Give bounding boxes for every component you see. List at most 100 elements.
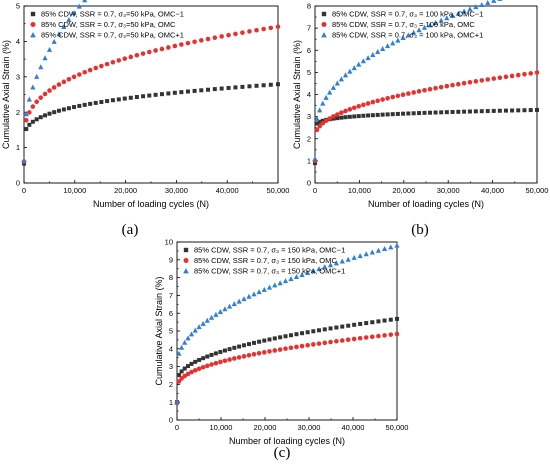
data-point bbox=[382, 333, 387, 338]
data-point bbox=[390, 94, 396, 100]
data-point bbox=[385, 95, 390, 101]
data-point bbox=[24, 127, 29, 132]
data-point bbox=[105, 99, 110, 104]
data-point bbox=[227, 357, 232, 362]
data-point bbox=[314, 115, 320, 121]
data-point bbox=[201, 356, 206, 361]
data-point bbox=[226, 303, 233, 309]
data-point bbox=[189, 369, 194, 375]
data-point bbox=[174, 399, 180, 405]
y-axis-title: Cumulative Axial Strain (%) bbox=[154, 276, 164, 385]
data-point bbox=[38, 95, 44, 100]
data-point bbox=[467, 79, 473, 85]
data-point bbox=[444, 15, 450, 21]
x-tick-label: 50,000 bbox=[526, 186, 549, 195]
data-point bbox=[388, 317, 393, 322]
data-point bbox=[77, 103, 82, 108]
y-tick-label: 1 bbox=[16, 143, 20, 152]
data-point bbox=[134, 95, 139, 100]
data-point bbox=[411, 90, 416, 95]
y-tick-label: 10 bbox=[165, 238, 173, 247]
x-tick-label: 0 bbox=[313, 186, 317, 195]
data-point bbox=[305, 330, 310, 335]
x-tick-label: 40,000 bbox=[481, 186, 504, 195]
data-point bbox=[141, 94, 146, 99]
data-point bbox=[267, 337, 272, 342]
data-point bbox=[246, 293, 252, 299]
data-point bbox=[242, 343, 247, 348]
data-point bbox=[23, 111, 29, 117]
data-point bbox=[134, 52, 140, 58]
data-point bbox=[66, 106, 71, 111]
data-point bbox=[76, 3, 82, 9]
data-point bbox=[288, 345, 294, 351]
data-point bbox=[251, 351, 257, 357]
data-point bbox=[278, 335, 283, 340]
data-point bbox=[209, 352, 214, 357]
data-point bbox=[277, 347, 283, 352]
data-point bbox=[369, 249, 375, 255]
data-point bbox=[427, 22, 433, 28]
data-point bbox=[276, 82, 280, 87]
y-tick-label: 2 bbox=[307, 134, 311, 143]
data-point bbox=[394, 331, 400, 337]
series bbox=[312, 0, 503, 161]
data-point bbox=[311, 329, 316, 334]
legend-marker bbox=[30, 22, 36, 27]
x-tick-label: 10,000 bbox=[210, 423, 233, 432]
series bbox=[22, 82, 280, 166]
data-point bbox=[467, 109, 472, 114]
data-point bbox=[317, 328, 322, 333]
data-point bbox=[395, 316, 399, 321]
data-point bbox=[312, 155, 318, 161]
data-point bbox=[422, 87, 427, 93]
data-point bbox=[204, 317, 210, 323]
data-point bbox=[528, 71, 534, 76]
y-tick-label: 8 bbox=[169, 273, 173, 282]
data-point bbox=[479, 78, 485, 83]
data-point bbox=[196, 324, 202, 330]
data-point bbox=[444, 110, 449, 115]
data-point bbox=[272, 282, 278, 288]
data-point bbox=[166, 91, 171, 96]
data-point bbox=[342, 72, 349, 78]
data-point bbox=[339, 115, 344, 120]
data-point bbox=[185, 40, 191, 46]
data-point bbox=[323, 94, 329, 100]
data-point bbox=[82, 69, 87, 75]
data-point bbox=[188, 331, 195, 337]
data-point bbox=[347, 114, 352, 119]
data-point bbox=[385, 112, 390, 117]
data-point bbox=[26, 96, 32, 102]
data-point bbox=[314, 121, 319, 126]
data-point bbox=[46, 46, 53, 52]
data-point bbox=[385, 43, 391, 49]
series bbox=[174, 242, 400, 405]
data-point bbox=[323, 118, 329, 124]
panel-label: (c) bbox=[274, 445, 291, 461]
data-point bbox=[331, 114, 336, 119]
data-point bbox=[172, 90, 177, 95]
data-point bbox=[455, 10, 461, 16]
data-point bbox=[182, 373, 187, 379]
data-point bbox=[261, 83, 266, 88]
data-point bbox=[246, 353, 252, 358]
x-axis-title: Number of loading cycles (N) bbox=[229, 436, 345, 446]
legend: 85% CDW, SSR = 0.7, σ₃=50 kPa, OMC−185% … bbox=[30, 10, 184, 40]
x-tick-label: 30,000 bbox=[437, 186, 460, 195]
data-point bbox=[282, 278, 289, 284]
data-point bbox=[27, 110, 32, 115]
data-point bbox=[116, 58, 122, 63]
data-point bbox=[327, 262, 334, 268]
data-point bbox=[66, 76, 72, 82]
data-point bbox=[199, 88, 204, 93]
y-tick-label: 6 bbox=[169, 309, 173, 318]
y-tick-label: 5 bbox=[307, 68, 311, 77]
data-point bbox=[327, 89, 333, 95]
data-point bbox=[328, 339, 333, 345]
y-tick-label: 1 bbox=[169, 398, 173, 407]
legend-marker bbox=[321, 11, 327, 17]
data-point bbox=[246, 342, 251, 347]
data-point bbox=[43, 113, 48, 118]
data-point bbox=[185, 364, 190, 369]
